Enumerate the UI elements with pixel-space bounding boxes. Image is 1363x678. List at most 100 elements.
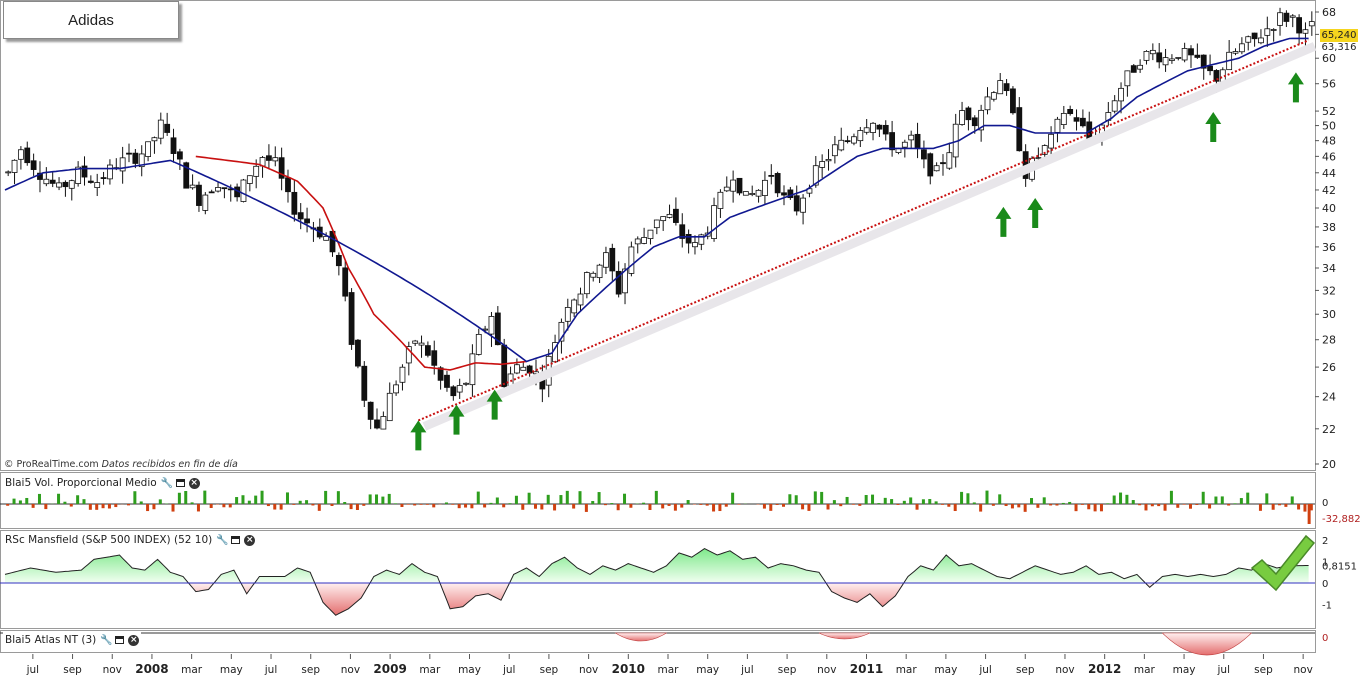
volume-bar: [807, 504, 811, 511]
candle-body: [933, 165, 940, 172]
candle-body: [24, 147, 31, 164]
wrench-icon[interactable]: 🔧: [100, 634, 113, 646]
volume-bar: [31, 504, 35, 508]
green-up-arrow: [995, 206, 1012, 237]
candle-body: [717, 191, 724, 209]
y-tick-label: 48: [1322, 135, 1336, 148]
candle-body: [768, 174, 775, 177]
candle-body: [266, 155, 272, 161]
trendline-shadow: [422, 42, 1317, 431]
volume-bar: [362, 504, 366, 506]
volume-bar: [502, 504, 506, 508]
candle-body: [469, 353, 476, 386]
volume-bar: [483, 504, 487, 508]
candle-body: [583, 272, 590, 295]
candle-body: [151, 137, 158, 142]
volume-bar: [794, 495, 798, 504]
y-tick-label: 36: [1322, 241, 1336, 254]
x-tick-label: 2008: [135, 662, 168, 676]
x-tick-label: may: [458, 664, 481, 676]
candle-body: [997, 80, 1004, 95]
volume-bar: [464, 504, 468, 508]
candle-body: [520, 366, 527, 371]
candle-body: [1041, 145, 1048, 155]
volume-bar: [311, 504, 315, 506]
candle-body: [615, 270, 622, 295]
volume-bar: [629, 504, 633, 508]
candle-body: [30, 160, 37, 170]
volume-bar: [184, 490, 188, 504]
volume-bar: [1150, 504, 1154, 507]
candle-body: [1003, 83, 1010, 92]
volume-bar: [355, 504, 359, 510]
close-icon[interactable]: ×: [128, 634, 140, 646]
volume-bar: [1163, 504, 1167, 511]
green-up-arrow: [1027, 197, 1044, 228]
moving-average-badge: 63,316: [1321, 42, 1357, 53]
volume-bar: [203, 490, 207, 504]
candle-body: [1302, 29, 1309, 34]
candle-body: [297, 212, 304, 220]
volume-bar: [559, 495, 563, 504]
y-tick-label: 52: [1322, 105, 1336, 118]
volume-bar: [1303, 504, 1307, 512]
candle-body: [1200, 54, 1207, 69]
close-icon[interactable]: ×: [188, 477, 200, 489]
volume-bar: [1061, 502, 1065, 504]
volume-bar: [533, 504, 537, 509]
red-moving-average: [195, 155, 527, 371]
volume-bar: [514, 495, 518, 504]
candle-body: [641, 237, 648, 244]
volume-bar: [279, 504, 283, 510]
volume-bar: [394, 503, 398, 504]
y-tick-label: 22: [1322, 423, 1336, 436]
green-up-arrow: [1287, 72, 1304, 103]
chart-title: Adidas: [3, 1, 179, 39]
panel-frame: [0, 0, 1316, 471]
candle-body: [56, 182, 62, 188]
volume-bar: [1188, 504, 1192, 509]
candle-body: [1245, 36, 1252, 43]
volume-bar: [95, 504, 99, 510]
candle-body: [342, 267, 349, 297]
close-icon[interactable]: ×: [244, 534, 256, 546]
volume-bar: [222, 504, 226, 508]
wrench-icon[interactable]: 🔧: [216, 534, 229, 546]
volume-bar: [25, 497, 29, 504]
volume-bar: [1131, 500, 1135, 504]
volume-bar: [260, 490, 264, 504]
volume-bar: [330, 504, 334, 506]
volume-bar: [705, 504, 709, 506]
mansfield-line: [4, 548, 1309, 616]
candle-body: [1130, 65, 1137, 73]
window-icon[interactable]: [175, 479, 185, 487]
volume-bar: [1144, 504, 1148, 511]
candle-body: [1283, 12, 1290, 22]
volume-bar: [1201, 491, 1205, 504]
atlas-indicator-name: Blai5 Atlas NT (3): [5, 634, 97, 646]
volume-bar: [1239, 498, 1243, 504]
volume-bar: [1214, 496, 1218, 504]
candle-body: [361, 365, 368, 401]
volume-bar: [88, 504, 92, 510]
volume-bar: [572, 504, 576, 509]
window-icon[interactable]: [115, 636, 125, 644]
candle-body: [653, 219, 660, 229]
x-tick-label: mar: [419, 664, 441, 676]
candle-body: [1270, 29, 1277, 31]
volume-bar: [343, 502, 347, 504]
atlas-panel-label: Blai5 Atlas NT (3) 🔧 ×: [3, 632, 142, 648]
wrench-icon[interactable]: 🔧: [160, 477, 174, 489]
window-icon[interactable]: [231, 536, 241, 544]
candle-body: [774, 173, 781, 194]
x-tick-label: 2010: [612, 662, 645, 676]
volume-bar: [934, 501, 938, 504]
volume-bar: [413, 504, 417, 506]
x-tick-label: may: [220, 664, 243, 676]
volume-bar: [273, 504, 277, 510]
volume-bar: [928, 499, 932, 504]
x-tick-label: sep: [301, 664, 320, 676]
volume-bar: [820, 491, 824, 504]
volume-bar: [826, 504, 830, 510]
